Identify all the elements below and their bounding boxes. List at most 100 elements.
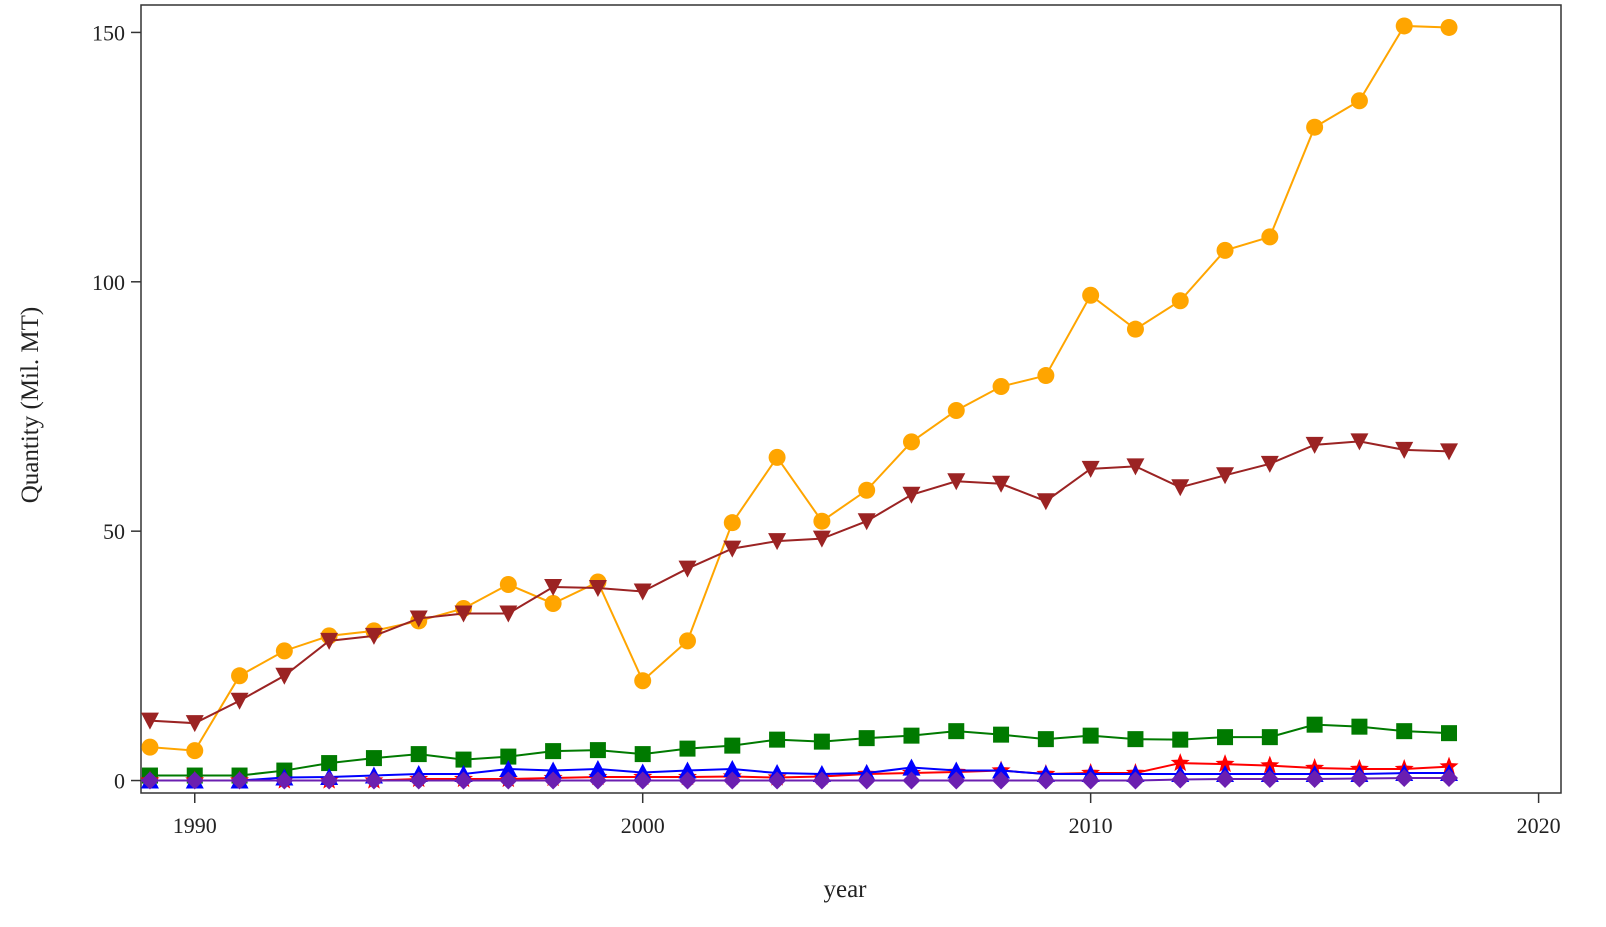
data-point-diamond (1395, 769, 1414, 788)
data-point-triangle-down (1305, 436, 1324, 454)
data-point-triangle-down (364, 627, 383, 645)
data-point-triangle-down (185, 715, 204, 733)
data-point-circle (678, 632, 696, 650)
data-point-square (321, 755, 338, 772)
data-point-triangle-up (902, 758, 921, 776)
data-point-circle (231, 667, 249, 685)
data-point-triangle-up (992, 761, 1011, 779)
data-point-triangle-down (1350, 433, 1369, 451)
data-point-diamond (1440, 769, 1459, 788)
data-point-triangle-down (947, 473, 966, 491)
data-point-triangle-down (633, 583, 652, 601)
data-point-triangle-down (1126, 458, 1145, 476)
data-point-diamond (185, 771, 204, 790)
data-point-circle (1350, 92, 1368, 110)
x-axis: 1990 2000 2010 2020 (173, 793, 1561, 838)
data-point-star (1260, 755, 1280, 774)
data-point-circle (1395, 17, 1413, 35)
data-point-square (1441, 725, 1458, 742)
data-point-diamond (857, 771, 876, 790)
y-axis-title: Quantity (Mil. MT) (17, 307, 44, 504)
series-circle (141, 17, 1458, 760)
data-point-diamond (1171, 770, 1190, 789)
data-point-triangle-down (140, 712, 159, 730)
data-point-square (948, 723, 965, 740)
series-layer (140, 17, 1459, 790)
data-point-circle (813, 512, 831, 530)
data-point-square (634, 746, 651, 763)
y-tick-label: 100 (92, 270, 125, 295)
data-point-triangle-down (1171, 479, 1190, 497)
data-point-triangle-down (857, 513, 876, 531)
data-point-circle (1216, 241, 1234, 259)
data-point-square (813, 733, 830, 750)
data-point-triangle-down (409, 610, 428, 628)
data-point-circle (1126, 320, 1144, 338)
data-point-diamond (275, 771, 294, 790)
data-point-diamond (768, 771, 787, 790)
data-point-diamond (409, 771, 428, 790)
x-tick-label: 2020 (1517, 813, 1561, 838)
data-point-circle (768, 448, 786, 466)
data-point-circle (858, 481, 876, 499)
data-point-circle (723, 514, 741, 532)
data-point-diamond (1126, 771, 1145, 790)
data-point-diamond (230, 771, 249, 790)
series-diamond (140, 769, 1459, 790)
data-point-square (903, 727, 920, 744)
y-tick-label: 50 (103, 519, 125, 544)
data-point-square (410, 746, 427, 763)
data-point-diamond (902, 771, 921, 790)
data-point-square (365, 750, 382, 767)
data-point-diamond (678, 771, 697, 790)
data-point-diamond (364, 771, 383, 790)
data-point-triangle-down (1440, 443, 1459, 461)
data-point-square (724, 737, 741, 754)
y-tick-label: 150 (92, 20, 125, 45)
data-point-triangle-down (723, 540, 742, 558)
data-point-diamond (544, 771, 563, 790)
data-point-triangle-down (1081, 460, 1100, 478)
data-point-triangle-down (544, 579, 563, 597)
data-point-triangle-down (768, 533, 787, 551)
data-point-diamond (723, 771, 742, 790)
data-point-circle (499, 576, 517, 594)
x-axis-title: year (823, 876, 867, 903)
data-point-triangle-down (454, 605, 473, 623)
data-point-square (589, 742, 606, 759)
data-point-diamond (812, 771, 831, 790)
data-point-diamond (320, 771, 339, 790)
data-point-triangle-down (275, 667, 294, 685)
data-point-triangle-down (992, 475, 1011, 493)
data-point-triangle-down (902, 486, 921, 504)
data-point-square (1306, 716, 1323, 733)
data-point-circle (1082, 286, 1100, 304)
data-point-circle (902, 433, 920, 451)
data-point-triangle-down (320, 632, 339, 650)
x-tick-label: 2010 (1069, 813, 1113, 838)
plot-frame (140, 4, 1562, 794)
data-point-diamond (992, 771, 1011, 790)
data-point-square (993, 726, 1010, 743)
data-point-diamond (633, 771, 652, 790)
data-point-triangle-down (1036, 493, 1055, 511)
data-point-circle (186, 742, 204, 760)
data-point-triangle-down (1260, 455, 1279, 473)
data-point-triangle-up (678, 761, 697, 779)
series-triangle-down (140, 433, 1459, 733)
data-point-square (1082, 727, 1099, 744)
data-point-square (500, 748, 517, 765)
data-point-triangle-down (588, 580, 607, 598)
series-line (149, 762, 1450, 782)
series-line (149, 440, 1450, 725)
data-point-circle (1306, 118, 1324, 136)
data-point-square (1396, 723, 1413, 740)
data-point-square (1127, 731, 1144, 748)
data-point-square (1217, 729, 1234, 746)
data-point-circle (1440, 18, 1458, 36)
data-point-triangle-up (544, 761, 563, 779)
data-point-square (1261, 729, 1278, 746)
data-point-triangle-down (230, 692, 249, 710)
data-point-diamond (1260, 770, 1279, 789)
